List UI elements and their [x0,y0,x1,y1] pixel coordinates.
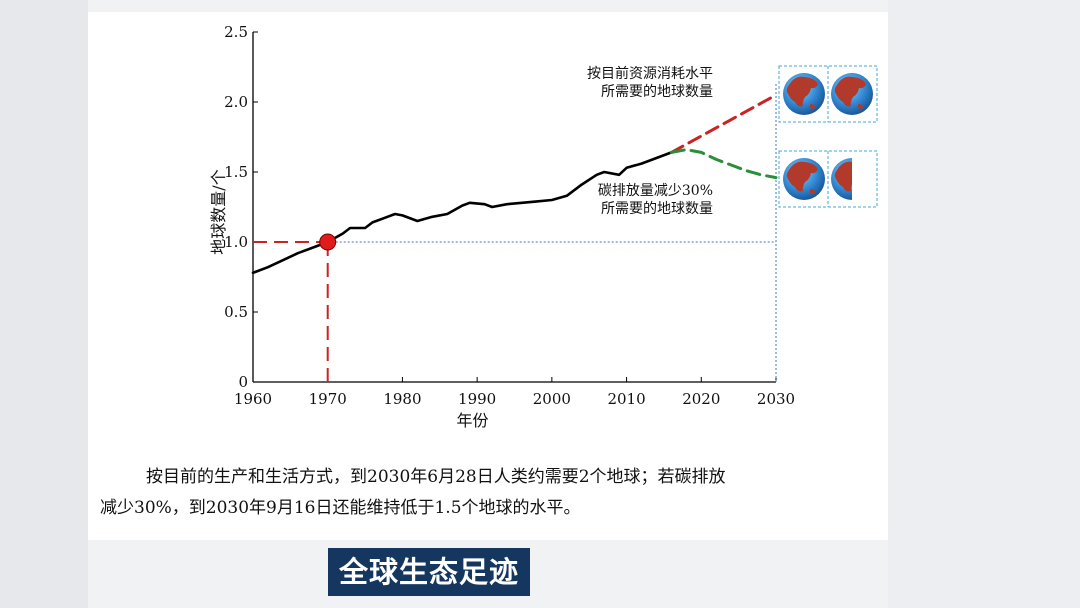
globe-icon [831,158,864,200]
x-tick-label: 2030 [757,390,795,408]
y-axis-label: 地球数量/个 [209,169,228,254]
annotation-label-2: 碳排放量减少30% [598,183,713,199]
globe-icon [783,158,825,200]
globe-land [786,161,818,192]
globe-icon [831,73,873,115]
globe-land [858,104,864,109]
caption-line-1: 按目前的生产和生活方式，到2030年6月28日人类约需要2个地球；若碳排放 [146,467,726,487]
x-tick-label: 1970 [309,390,347,408]
y-tick-label: 0 [238,373,248,391]
x-tick-label: 1990 [458,390,496,408]
series-line-3 [669,148,778,180]
x-tick-label: 1980 [383,390,421,408]
ecological-footprint-chart: 1960 1970 1980 1990 2000 2010 2020 2030 0 0.5 1.0 1… [209,23,878,430]
x-axis-label: 年份 [456,411,488,430]
y-tick-label: 2.0 [224,93,248,111]
marker-point [319,233,337,251]
y-tick-label: 2.5 [224,23,248,41]
y-tick-label: 0.5 [224,303,248,321]
background-shape [888,0,1080,608]
slide-card: 1960 1970 1980 1990 2000 2010 2020 2030 0 0.5 1.0 1… [88,12,888,540]
x-tick-label: 2000 [533,390,571,408]
y-tick-label: 1.0 [224,233,248,251]
chart-caption: 按目前的生产和生活方式，到2030年6月28日人类约需要2个地球；若碳排放 减少… [100,462,875,524]
x-tick-label: 1960 [234,390,272,408]
globe-land [810,104,816,109]
x-tick-label: 2010 [607,390,645,408]
annotation-label-1: 所需要的地球数量 [601,84,713,100]
annotation-label-2: 所需要的地球数量 [601,201,713,217]
globe-land [834,76,866,107]
x-tick-label: 2020 [682,390,720,408]
series-line-2 [669,93,778,154]
globe-icon [783,73,825,115]
slide-title-banner: 全球生态足迹 [328,548,530,596]
caption-line-2: 减少30%，到2030年9月16日还能维持低于1.5个地球的水平。 [100,498,581,518]
globe-land [858,189,864,194]
annotation-label-1: 按目前资源消耗水平 [587,65,713,82]
background-shape [0,0,88,608]
globe-land [810,189,816,194]
globe-land [786,76,818,107]
globe-land [834,161,852,192]
y-tick-label: 1.5 [224,163,248,181]
